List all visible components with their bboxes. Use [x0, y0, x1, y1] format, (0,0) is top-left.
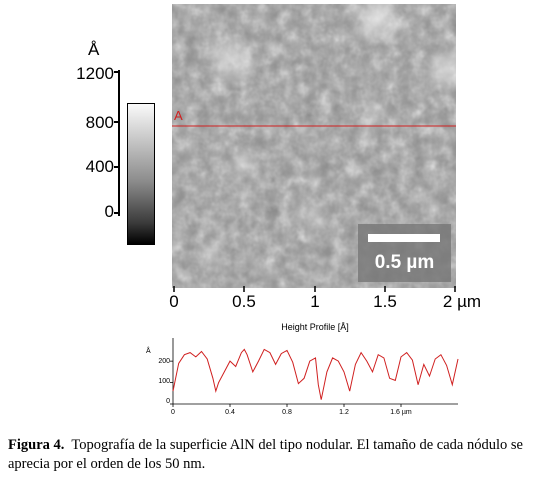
profile-x-tick: 0.8: [282, 409, 292, 416]
colorbar-unit-label: Å: [88, 40, 100, 59]
height-profile-chart: Å 200 100 0 0 0.4 0.8 1.2 1.6 µm: [146, 338, 459, 416]
image-x-axis: [173, 286, 456, 292]
caption-label: Figura 4.: [8, 437, 65, 453]
caption-text: Topografía de la superficie AlN del tipo…: [8, 437, 523, 472]
x-tick-label: 1: [310, 292, 320, 311]
scale-bar-line: [368, 234, 440, 242]
x-tick-label: 0.5: [232, 292, 256, 311]
colorbar-tick: 1200: [76, 64, 114, 83]
profile-y-tick: 0: [166, 398, 170, 405]
colorbar-tick: 0: [104, 202, 114, 221]
figure-caption: Figura 4. Topografía de la superficie Al…: [8, 436, 540, 474]
scale-bar-label: 0.5 µm: [374, 252, 435, 273]
profile-y-tick: 100: [158, 378, 170, 385]
x-tick-label: 1.5: [373, 292, 397, 311]
colorbar-tick: 400: [85, 157, 114, 176]
colorbar-tick: 800: [85, 113, 114, 132]
x-tick-label: 0: [169, 292, 179, 311]
scale-bar: 0.5 µm: [358, 224, 451, 282]
profile-title: Height Profile [Å]: [281, 322, 349, 332]
profile-x-tick: 0.4: [225, 409, 235, 416]
colorbar-axis: [114, 70, 120, 216]
profile-x-tick: 1.6 µm: [390, 409, 412, 416]
profile-y-tick: 200: [158, 358, 170, 365]
profile-x-tick: 0: [171, 409, 175, 416]
colorbar: [127, 103, 155, 245]
x-tick-label: 2 µm: [442, 292, 482, 311]
profile-unit: Å: [146, 346, 151, 355]
profile-series-line: [172, 348, 459, 400]
profile-x-tick: 1.2: [339, 409, 349, 416]
profile-line-marker: A: [174, 108, 183, 123]
afm-topography-image: A: [172, 4, 456, 288]
